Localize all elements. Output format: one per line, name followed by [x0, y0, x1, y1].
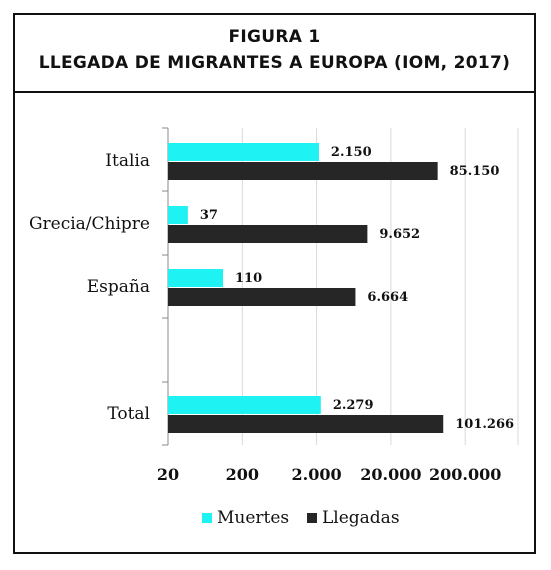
figure-title: LLEGADA DE MIGRANTES A EUROPA (IOM, 2017…: [38, 53, 511, 73]
category-label: Italia: [105, 151, 150, 171]
bar-llegadas: [168, 162, 438, 180]
legend-swatch-llegadas: [307, 513, 317, 523]
bar-llegadas: [168, 415, 444, 433]
figure-number: FIGURA 1: [228, 27, 321, 47]
data-label: 2.279: [333, 398, 374, 413]
data-label: 6.664: [367, 290, 408, 305]
data-label: 110: [235, 271, 262, 286]
data-label: 101.266: [455, 417, 514, 432]
bar-llegadas: [168, 225, 368, 243]
bar-llegadas: [168, 288, 356, 306]
legend-swatch-muertes: [202, 513, 212, 523]
data-label: 9.652: [379, 227, 420, 242]
legend-label: Muertes: [217, 508, 289, 528]
x-tick-label: 2.000: [292, 465, 342, 484]
bar-muertes: [168, 269, 224, 287]
legend-label: Llegadas: [322, 508, 400, 528]
category-label: Grecia/Chipre: [29, 214, 150, 234]
x-tick-label: 20: [157, 465, 179, 484]
x-tick-label: 200.000: [429, 465, 501, 484]
category-label: España: [87, 277, 150, 297]
x-tick-label: 20.000: [360, 465, 421, 484]
data-label: 85.150: [450, 164, 500, 179]
category-label: Total: [107, 404, 150, 424]
x-tick-label: 200: [226, 465, 259, 484]
data-label: 2.150: [331, 145, 372, 160]
figure-header: FIGURA 1 LLEGADA DE MIGRANTES A EUROPA (…: [15, 15, 534, 93]
data-label: 37: [200, 208, 218, 223]
bar-muertes: [168, 143, 319, 161]
bar-muertes: [168, 396, 321, 414]
figure-frame: FIGURA 1 LLEGADA DE MIGRANTES A EUROPA (…: [13, 13, 536, 554]
bar-muertes: [168, 206, 188, 224]
